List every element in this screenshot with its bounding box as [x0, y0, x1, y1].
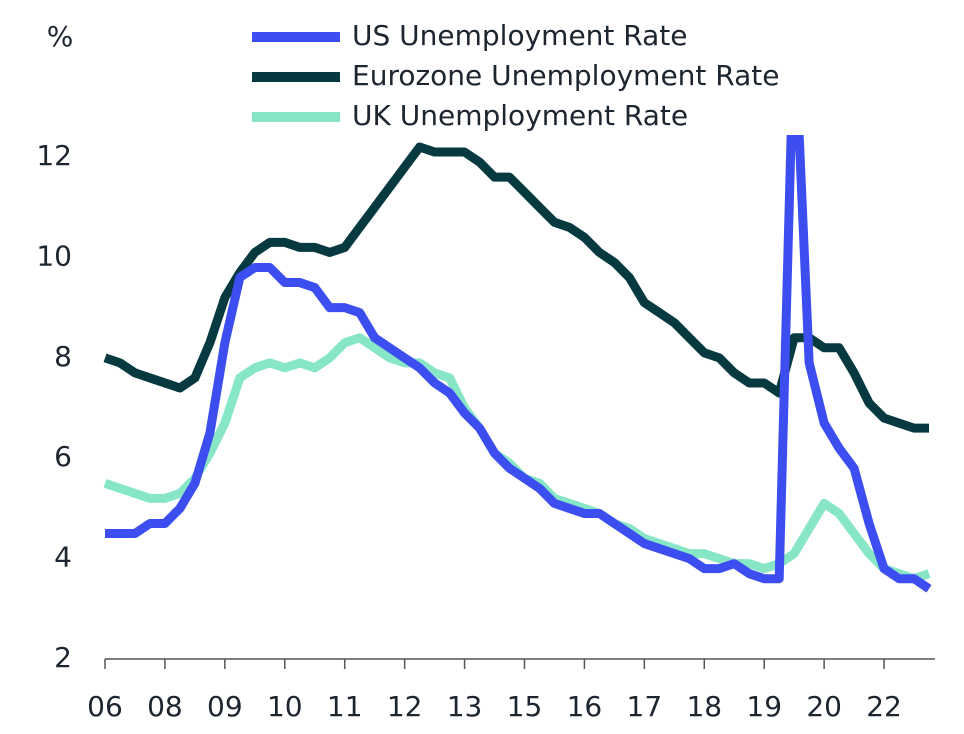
x-tick-label: 16: [567, 690, 603, 723]
x-tick-label: 11: [327, 690, 363, 723]
x-tick-label: 08: [147, 690, 183, 723]
plot-area: [103, 135, 932, 593]
y-tick-label: 8: [54, 340, 72, 373]
y-tick-label: 10: [36, 239, 72, 272]
data-line: [103, 333, 931, 584]
x-tick-label: 13: [447, 690, 483, 723]
x-tick-label: 10: [267, 690, 303, 723]
x-tick-label: 09: [207, 690, 243, 723]
x-tick-label: 18: [686, 690, 722, 723]
legend-label: UK Unemployment Rate: [352, 99, 688, 132]
legend-label: US Unemployment Rate: [352, 19, 688, 52]
legend-label: Eurozone Unemployment Rate: [352, 59, 780, 92]
x-tick-label: 20: [806, 690, 842, 723]
data-line: [103, 142, 930, 433]
y-tick-label: 4: [54, 541, 72, 574]
x-tick-label: 17: [627, 690, 663, 723]
y-axis-label: %: [47, 20, 74, 53]
y-tick-label: 12: [36, 139, 72, 172]
x-tick-label: 19: [746, 690, 782, 723]
y-tick-label: 6: [54, 440, 72, 473]
x-tick-label: 22: [866, 690, 902, 723]
y-tick-label: 2: [54, 641, 72, 674]
x-tick-label: 06: [87, 690, 123, 723]
x-tick-label: 15: [507, 690, 543, 723]
data-line: [105, 135, 932, 593]
x-tick-label: 12: [387, 690, 423, 723]
